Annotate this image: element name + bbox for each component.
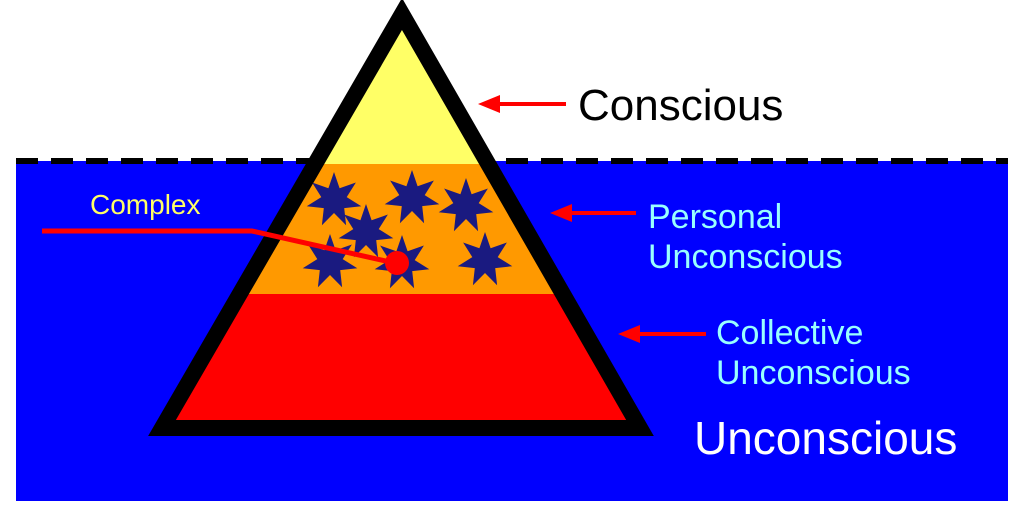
complex-label: Complex — [90, 189, 200, 220]
conscious-label: Conscious — [578, 81, 783, 130]
complex-star — [457, 232, 513, 286]
complex-star — [338, 204, 394, 258]
personal-label-line2: Unconscious — [648, 238, 843, 276]
collective-label-line1: Collective — [716, 314, 863, 352]
personal-arrow — [550, 204, 636, 222]
pyramid-outline — [148, 0, 654, 436]
collective-unconscious-layer — [162, 294, 640, 428]
complex-dot — [385, 251, 409, 275]
collective-label-line2: Unconscious — [716, 354, 911, 392]
unconscious-label: Unconscious — [694, 412, 957, 464]
collective-arrow — [618, 325, 706, 343]
complex-star — [384, 170, 440, 224]
complex-star — [438, 178, 494, 232]
conscious-arrow — [478, 95, 566, 113]
complex-star — [306, 172, 362, 226]
personal-label-line1: Personal — [648, 198, 782, 236]
complex-star — [302, 234, 358, 288]
complex-pointer-line — [42, 228, 391, 265]
